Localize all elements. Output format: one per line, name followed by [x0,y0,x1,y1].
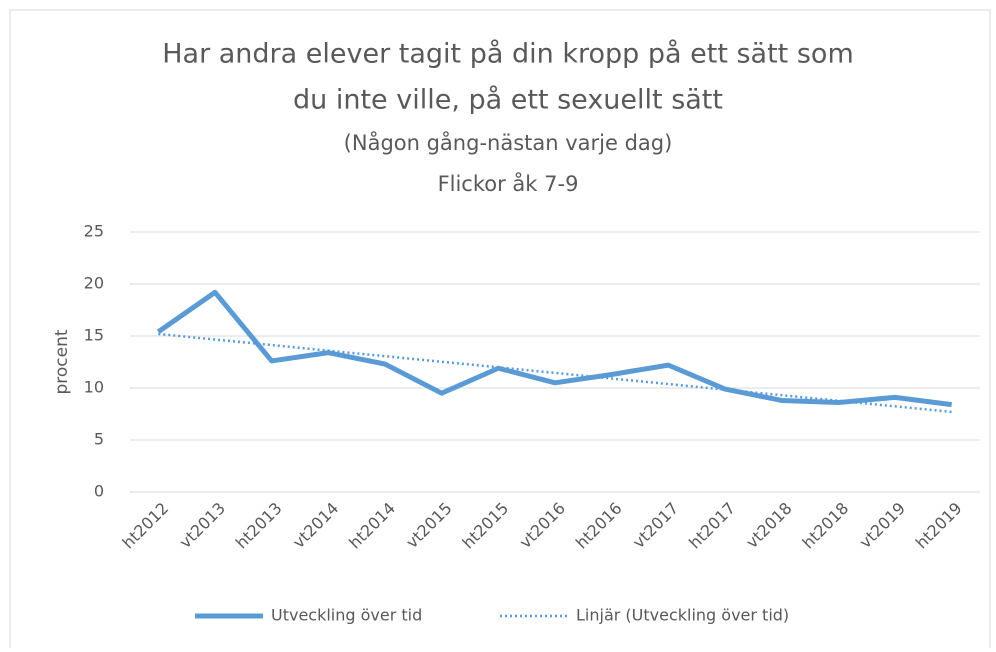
y-tick-label: 25 [84,222,104,241]
legend-label: Utveckling över tid [271,606,422,625]
chart-title: du inte ville, på ett sexuellt sätt [293,85,723,116]
y-tick-label: 10 [84,378,104,397]
y-axis-label: procent [52,329,72,394]
y-tick-label: 0 [94,482,104,501]
y-tick-label: 20 [84,274,104,293]
chart-border [9,9,991,651]
y-tick-label: 15 [84,326,104,345]
chart-subtitle: (Någon gång-nästan varje dag) [344,130,673,155]
legend-label: Linjär (Utveckling över tid) [576,606,789,625]
chart-title: Har andra elever tagit på din kropp på e… [162,39,854,70]
data-line [156,289,952,408]
chart-subtitle: Flickor åk 7-9 [438,171,579,196]
y-tick-label: 5 [94,430,104,449]
